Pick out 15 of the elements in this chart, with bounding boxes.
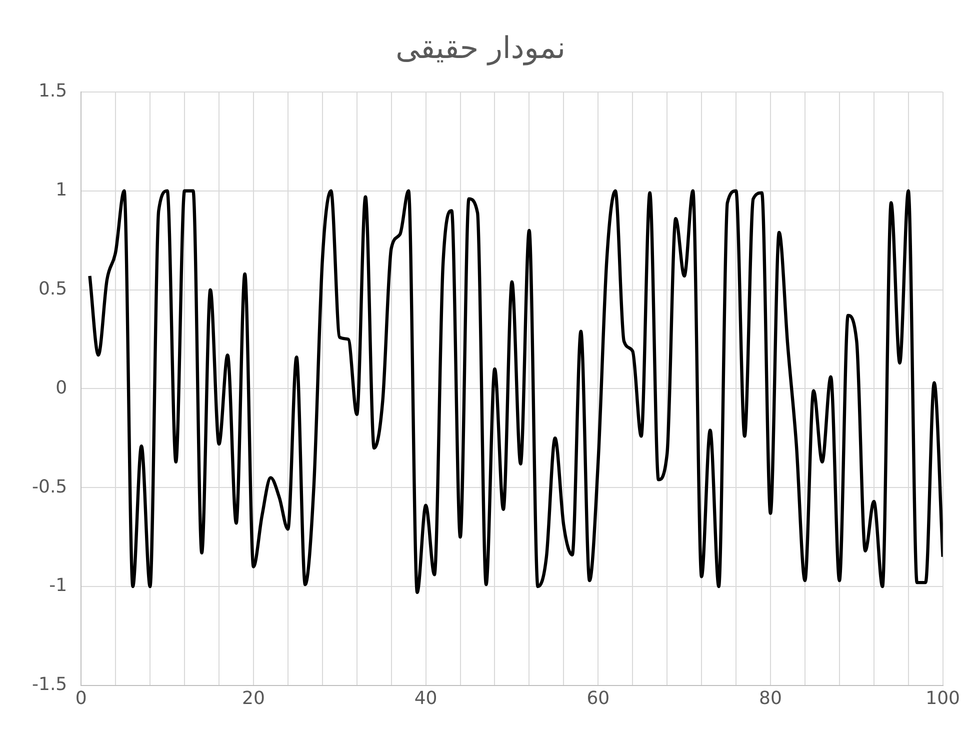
y-tick-label: -0.5 <box>32 476 68 498</box>
x-tick-label: 100 <box>926 688 960 709</box>
y-tick-label: 0 <box>56 377 68 398</box>
y-tick-label: -1.5 <box>32 674 68 696</box>
x-tick-label: 20 <box>242 688 265 709</box>
x-tick-label: 60 <box>586 688 610 709</box>
y-tick-label: 0.5 <box>38 278 68 300</box>
chart-title: نمودار حقیقی <box>396 30 566 66</box>
x-tick-label: 80 <box>759 688 782 709</box>
y-tick-label: 1 <box>56 180 68 201</box>
y-tick-label: 1.5 <box>38 80 68 102</box>
y-tick-label: -1 <box>49 575 68 596</box>
line-series <box>88 189 943 594</box>
x-tick-label: 40 <box>414 688 438 709</box>
x-tick-label: 0 <box>75 688 87 709</box>
